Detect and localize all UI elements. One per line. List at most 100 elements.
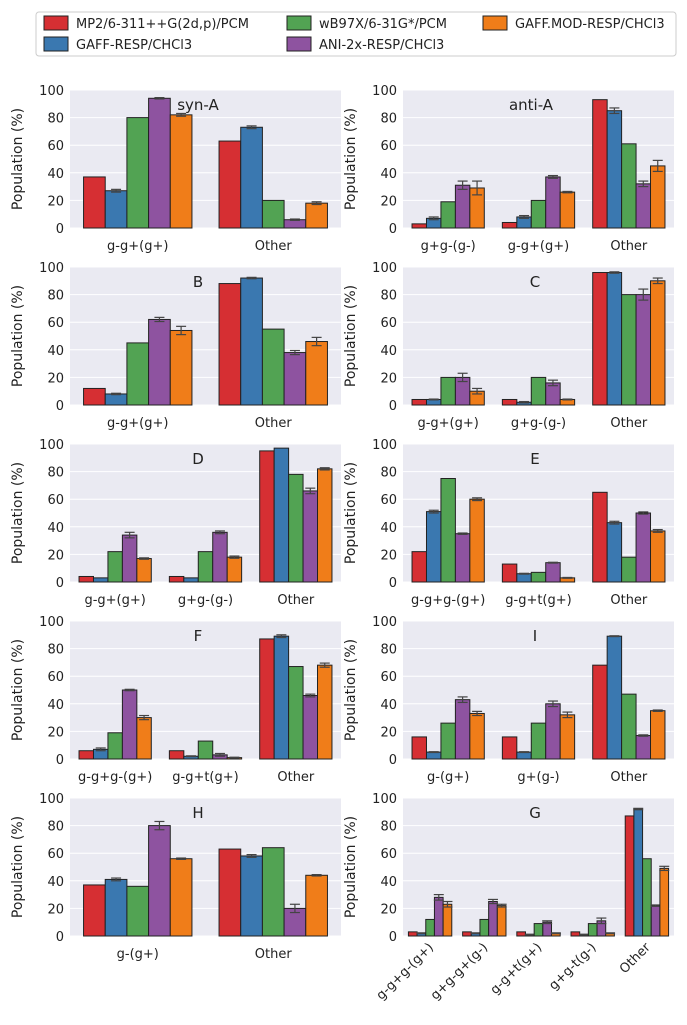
bar-wb97x (288, 666, 304, 760)
y-tick-label: 100 (39, 615, 64, 630)
y-axis-label: Population (%) (10, 285, 26, 387)
bar-gaff-mod (226, 556, 243, 583)
x-tick-label: Other (255, 947, 293, 962)
y-tick-label: 60 (47, 493, 64, 508)
x-tick-label: Other (255, 416, 293, 431)
panel-title: C (530, 273, 540, 291)
panel-b: 0 20 40 60 80 100 Population (%) g-g+(g+) Other B (10, 261, 341, 431)
y-tick-label: 100 (372, 84, 397, 99)
panel-title: G (529, 804, 541, 822)
y-tick-label: 100 (39, 438, 64, 453)
bar-ani2x (635, 183, 652, 229)
bar-ani2x (635, 735, 652, 760)
x-tick-label: g-(g+) (427, 770, 469, 785)
legend-label-ani2x: ANI-2x-RESP/CHCl3 (319, 38, 444, 53)
bar-ani2x (302, 695, 319, 760)
y-tick-label: 20 (380, 194, 397, 209)
bar-wb97x (530, 722, 547, 760)
y-axis-label: Population (%) (10, 639, 26, 741)
y-tick-label: 40 (380, 875, 397, 890)
y-tick-label: 80 (380, 112, 397, 127)
bar-gaff-resp (183, 577, 199, 583)
bar-ani2x (148, 318, 171, 406)
bar-gaff-mod (136, 717, 152, 760)
x-tick-label: Other (610, 593, 648, 608)
legend-swatch-mp2 (43, 15, 69, 31)
bar-gaff-mod (305, 874, 328, 937)
y-tick-label: 80 (47, 289, 64, 304)
panel-i: 0 20 40 60 80 100 Population (%) g-(g+) g+(g-) Ot… (343, 615, 674, 785)
bar-gaff-mod (317, 664, 333, 760)
bar-ani2x (283, 352, 307, 406)
bar-wb97x (440, 478, 456, 583)
bar-ani2x (545, 562, 561, 583)
y-axis-label: Population (%) (343, 108, 359, 210)
bar-mp2 (462, 931, 472, 937)
bar-wb97x (621, 556, 637, 583)
bar-wb97x (197, 740, 214, 760)
bar-mp2 (501, 736, 518, 760)
x-tick-label: g-g+(g+) (417, 416, 478, 431)
bar-gaff-resp (425, 511, 442, 583)
y-tick-label: 80 (47, 112, 64, 127)
bar-gaff-mod (442, 903, 453, 937)
bar-wb97x (425, 918, 435, 937)
bar-mp2 (501, 221, 518, 229)
bar-ani2x (212, 531, 228, 583)
panel-anti-a: 0 20 40 60 80 100 Population (%) g+g-(g-) g-g+(g… (343, 84, 674, 254)
bar-wb97x (107, 551, 123, 583)
y-tick-label: 0 (56, 222, 64, 237)
bar-wb97x (530, 571, 547, 583)
bar-mp2 (83, 176, 106, 229)
y-axis-label: Population (%) (343, 285, 359, 387)
y-tick-label: 60 (380, 670, 397, 685)
bar-ani2x (488, 901, 498, 937)
y-tick-label: 80 (47, 643, 64, 658)
panel-title: D (192, 450, 204, 468)
bar-wb97x (107, 732, 123, 760)
panel-title: I (533, 627, 537, 645)
y-tick-label: 0 (389, 222, 397, 237)
x-tick-label: g-g+(g+) (84, 593, 145, 608)
legend-frame (35, 11, 677, 57)
x-tick-label: Other (617, 940, 654, 977)
bar-ani2x (542, 921, 553, 937)
bar-gaff-mod (650, 530, 666, 583)
bar-gaff-mod (305, 341, 328, 406)
y-axis-label: Population (%) (343, 816, 359, 918)
y-tick-label: 60 (47, 139, 64, 154)
bar-wb97x (530, 199, 547, 229)
y-tick-label: 20 (380, 902, 397, 917)
bar-gaff-mod (469, 712, 485, 760)
bar-gaff-mod (136, 558, 152, 583)
bar-ani2x (454, 699, 471, 760)
bar-wb97x (533, 923, 544, 937)
x-tick-label: Other (277, 770, 315, 785)
x-tick-label: g-g+(g+) (107, 416, 168, 431)
y-tick-label: 40 (47, 698, 64, 713)
bar-mp2 (592, 664, 608, 760)
y-tick-label: 40 (47, 344, 64, 359)
bar-gaff-resp (104, 393, 128, 406)
bar-wb97x (126, 117, 150, 229)
bar-mp2 (78, 575, 94, 583)
bar-wb97x (530, 376, 547, 406)
legend-label-wb97x: wB97X/6-31G*/PCM (319, 17, 447, 32)
bar-ani2x (302, 490, 319, 583)
legend-swatch-wb97x (286, 15, 312, 31)
y-axis-label: Population (%) (10, 462, 26, 564)
bar-mp2 (570, 931, 581, 937)
y-tick-label: 0 (389, 753, 397, 768)
y-axis-label: Population (%) (10, 108, 26, 210)
bar-mp2 (411, 551, 427, 583)
x-tick-label: g+g-t(g-) (546, 940, 599, 993)
bar-gaff-mod (169, 858, 193, 937)
bar-mp2 (411, 223, 427, 229)
y-tick-label: 20 (47, 371, 64, 386)
bar-wb97x (621, 294, 637, 406)
bar-gaff-mod (559, 191, 576, 229)
y-tick-label: 20 (47, 548, 64, 563)
y-tick-label: 20 (47, 725, 64, 740)
